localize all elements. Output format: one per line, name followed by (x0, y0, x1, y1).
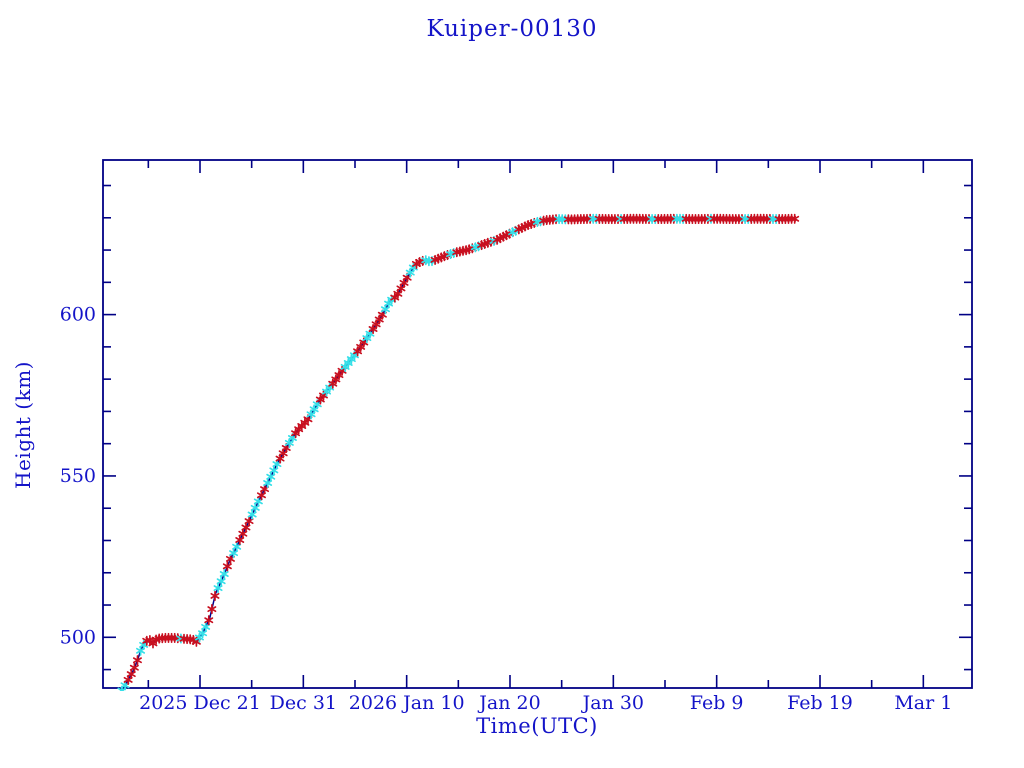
data-marker-cyan (253, 496, 263, 507)
data-series (117, 213, 800, 691)
data-marker-cyan (247, 509, 257, 520)
data-marker-red (790, 213, 800, 224)
data-marker-red (132, 655, 142, 666)
height-data-line (121, 218, 797, 691)
data-marker-red (238, 528, 248, 539)
y-axis-tick-label: 500 (60, 626, 96, 648)
plot-frame (102, 159, 973, 689)
data-marker-red (210, 590, 220, 601)
data-marker-cyan (198, 628, 208, 639)
x-axis-tick-label: Mar 1 (894, 692, 952, 714)
x-axis-tick-label: Feb 19 (787, 692, 853, 714)
y-axis-tick-label: 550 (60, 465, 96, 487)
data-marker-red (207, 604, 217, 615)
x-axis-tick-label: Dec 31 (270, 692, 337, 714)
x-axis-tick-label: Feb 9 (690, 692, 744, 714)
data-marker-cyan (201, 621, 211, 632)
chart-title: Kuiper-00130 (426, 16, 598, 42)
data-marker-cyan (219, 568, 229, 580)
x-axis-tick-label: 2025 Dec 21 (139, 692, 261, 714)
data-marker-red (235, 534, 245, 546)
data-marker-cyan (213, 583, 223, 594)
data-marker-cyan (269, 465, 279, 476)
x-axis-tick-label: Jan 30 (581, 692, 644, 714)
data-marker-cyan (263, 477, 273, 489)
data-marker-red (126, 669, 136, 680)
data-marker-red (129, 662, 139, 673)
data-marker-red (256, 490, 266, 501)
data-marker-red (241, 522, 251, 533)
data-marker-red (204, 615, 214, 626)
data-marker-cyan (250, 502, 260, 513)
data-marker-cyan (232, 541, 242, 552)
data-marker-red (260, 484, 270, 495)
x-axis-tick-label: Jan 20 (477, 692, 540, 714)
x-axis-title: Time(UTC) (476, 714, 598, 738)
data-marker-red (244, 516, 254, 527)
data-marker-red (222, 561, 232, 572)
x-axis-tick-label: 2026 Jan 10 (349, 692, 465, 714)
data-marker-cyan (266, 471, 276, 482)
data-marker-cyan (216, 576, 226, 587)
data-marker-cyan (229, 548, 239, 559)
y-axis-tick-label: 600 (60, 304, 96, 326)
